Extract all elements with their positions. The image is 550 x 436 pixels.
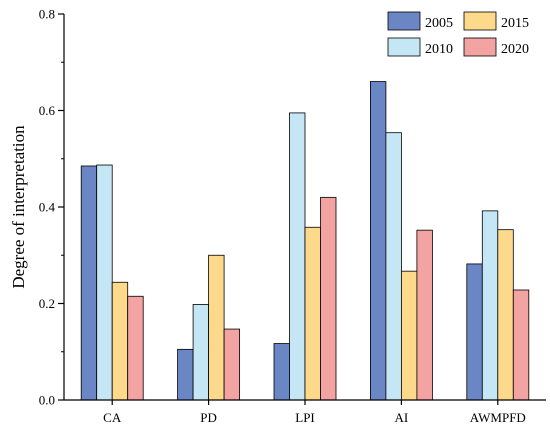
bar-AI-2010 — [385, 132, 402, 401]
bar-CA-2015 — [111, 281, 129, 401]
bar-LPI-2020 — [320, 196, 337, 401]
legend-label-2015: 2015 — [501, 16, 529, 31]
bar-CA-2010 — [96, 164, 113, 401]
legend-swatch-2010 — [387, 37, 421, 57]
legend-label-2010: 2010 — [425, 42, 453, 57]
legend-swatch-2005 — [387, 11, 421, 31]
bars-layer — [80, 81, 530, 401]
y-tick-label: 0.0 — [39, 393, 55, 408]
x-tick-label: AI — [395, 410, 409, 425]
y-tick-label: 0.8 — [39, 7, 55, 22]
y-tick-label: 0.6 — [39, 103, 56, 118]
bar-PD-2015 — [208, 254, 225, 401]
legend-label-2020: 2020 — [501, 42, 529, 57]
legend-label-2005: 2005 — [425, 16, 453, 31]
bar-PD-2010 — [192, 304, 210, 401]
x-ticks: CA PD LPI AI AWMPFD — [103, 400, 526, 425]
x-tick-label: LPI — [295, 410, 315, 425]
legend-swatch-2015 — [463, 11, 497, 31]
y-tick-label: 0.4 — [39, 200, 56, 215]
bar-PD-2005 — [177, 348, 194, 401]
x-tick-label: CA — [103, 410, 122, 425]
bar-PD-2020 — [223, 328, 241, 401]
x-tick-label: AWMPFD — [470, 410, 526, 425]
bar-AI-2015 — [400, 270, 418, 401]
x-tick-label: PD — [200, 410, 217, 425]
bar-AWMPFD-2020 — [512, 289, 530, 401]
bar-CA-2005 — [80, 165, 98, 401]
bar-AWMPFD-2015 — [497, 229, 514, 401]
bar-LPI-2015 — [304, 226, 321, 401]
legend: 2005 2015 2010 2020 — [387, 11, 529, 57]
y-tick-label: 0.2 — [39, 296, 55, 311]
bar-LPI-2010 — [289, 112, 306, 401]
bar-AWMPFD-2010 — [481, 210, 499, 401]
y-axis-title: Degree of interpretation — [9, 125, 28, 289]
bar-AI-2005 — [369, 81, 387, 401]
bar-CA-2020 — [127, 295, 144, 401]
bar-LPI-2005 — [273, 343, 290, 401]
legend-swatch-2020 — [463, 37, 497, 57]
y-ticks: 0.0 0.2 0.4 0.6 0.8 — [39, 7, 64, 408]
bar-AWMPFD-2005 — [466, 263, 483, 401]
bar-AI-2020 — [416, 229, 433, 401]
